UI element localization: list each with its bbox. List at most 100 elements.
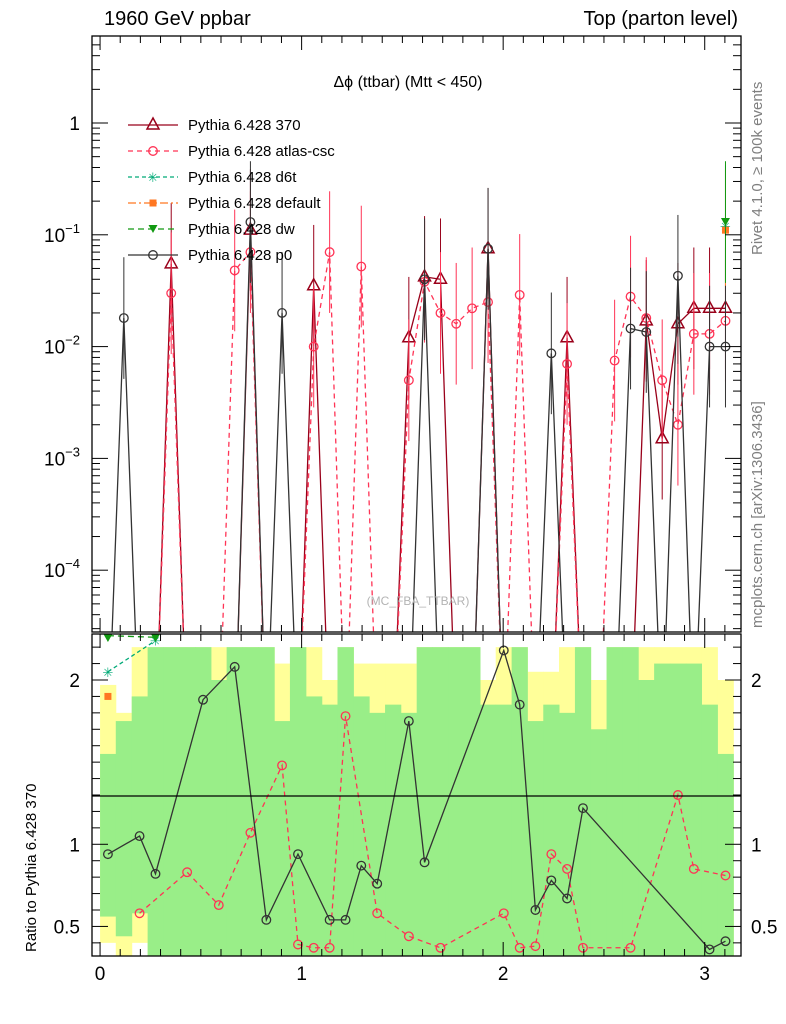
header-left: 1960 GeV ppbar — [104, 8, 251, 30]
data-point — [102, 849, 113, 860]
y-tick-label: 10−1 — [44, 221, 80, 247]
main-plot-frame — [91, 35, 742, 633]
legend-marker — [145, 116, 161, 130]
x-tick-label: 2 — [498, 964, 509, 985]
data-point — [324, 942, 335, 953]
data-point — [293, 849, 303, 860]
data-point — [340, 711, 351, 722]
data-point — [308, 942, 319, 953]
data-point — [483, 243, 494, 254]
x-tick-label: 3 — [699, 964, 710, 985]
data-point — [657, 375, 668, 386]
data-point — [277, 760, 288, 771]
data-point — [530, 941, 541, 952]
data-point — [245, 827, 256, 838]
data-point — [467, 303, 478, 314]
ratio-y-tick-label: 2 — [69, 671, 80, 692]
data-point — [546, 849, 557, 860]
legend-entry: Pythia 6.428 p0 — [128, 247, 292, 264]
green-band-bin — [432, 647, 449, 956]
data-point — [166, 288, 177, 299]
main-plot-series: ✳ — [111, 161, 733, 632]
ratio-series-pythia-6-428-p0 — [102, 645, 731, 955]
data-point — [514, 289, 525, 300]
ratio-y-label: Ratio to Pythia 6.428 370 — [23, 783, 40, 952]
green-band-bin — [369, 712, 386, 956]
ratio-y-tick-label-right: 0.5 — [751, 917, 777, 938]
data-point — [403, 716, 414, 727]
data-point — [182, 867, 193, 878]
legend-label: Pythia 6.428 d6t — [188, 169, 297, 186]
data-point — [229, 661, 240, 672]
green-band-bin — [258, 647, 275, 956]
data-point — [356, 860, 367, 871]
main-series-pythia-6-428-p0 — [111, 161, 731, 632]
series-line — [107, 640, 156, 673]
data-point — [546, 875, 557, 886]
green-band-bin — [622, 647, 639, 956]
green-band-bin — [321, 704, 338, 956]
data-point — [654, 430, 670, 444]
data-point — [150, 868, 161, 879]
series-line — [139, 716, 726, 949]
green-band-bin — [100, 753, 117, 917]
green-band-bin — [606, 647, 623, 956]
y-tick-label: 10−3 — [44, 444, 80, 470]
green-band-bin — [163, 647, 180, 956]
side-label-bottom: mcplots.cern.ch [arXiv:1306.3436] — [749, 401, 766, 628]
data-point — [198, 694, 209, 705]
green-band-bin — [543, 704, 560, 956]
green-band-bin — [479, 704, 497, 956]
data-point — [530, 905, 541, 915]
data-point — [104, 692, 112, 700]
green-band-bin — [147, 647, 164, 956]
green-band-bin — [416, 647, 433, 956]
data-point — [403, 931, 414, 942]
legend-marker — [148, 225, 158, 233]
data-point — [229, 265, 240, 276]
data-point — [609, 355, 620, 366]
data-point — [356, 261, 367, 272]
green-band-bin — [527, 721, 544, 956]
data-point: ✳ — [102, 666, 113, 681]
x-tick-label: 1 — [296, 964, 307, 985]
data-point — [562, 358, 573, 369]
data-point — [308, 341, 319, 352]
green-band-bin — [194, 647, 212, 956]
data-point — [261, 914, 272, 925]
data-point — [150, 634, 160, 642]
legend-entry: Pythia 6.428 dw — [128, 221, 295, 238]
axes-ticks: 10−4 10−3 10−2 10−1 1 0.5 0.5 1 1 2 2 0 1 2 3 — [44, 35, 777, 985]
ratio-series-pythia-6-428-dw — [103, 634, 160, 642]
data-point — [578, 942, 588, 953]
data-point — [118, 313, 129, 324]
data-point — [562, 893, 573, 904]
green-band-bin — [701, 704, 718, 956]
legend-label: Pythia 6.428 370 — [188, 117, 301, 134]
green-band-bin — [337, 647, 354, 956]
green-band-bin — [685, 663, 702, 956]
plot-title: Δϕ (ttbar) (Mtt < 450) — [333, 74, 482, 91]
green-band-bin — [226, 647, 244, 956]
side-label-top: Rivet 4.1.0, ≥ 100k events — [749, 81, 766, 255]
data-point — [688, 328, 699, 339]
data-point — [277, 307, 288, 318]
watermark: (MC_FBA_TTBAR) — [367, 594, 470, 608]
ratio-plot-series: ✳✳ — [102, 634, 731, 955]
data-point — [419, 857, 430, 868]
data-point — [672, 790, 683, 800]
x-tick-label: 0 — [95, 964, 106, 985]
series-line — [158, 230, 726, 632]
data-point — [720, 218, 730, 227]
ratio-y-tick-label: 1 — [69, 835, 80, 856]
data-point — [625, 942, 636, 953]
legend-marker — [148, 250, 158, 260]
data-point — [451, 318, 462, 329]
green-band-bin — [669, 663, 687, 956]
green-band-bin — [353, 696, 370, 956]
green-band-bin — [385, 704, 402, 956]
y-tick-label: 1 — [69, 114, 80, 135]
green-band-bin — [210, 680, 228, 956]
data-point — [134, 908, 145, 919]
